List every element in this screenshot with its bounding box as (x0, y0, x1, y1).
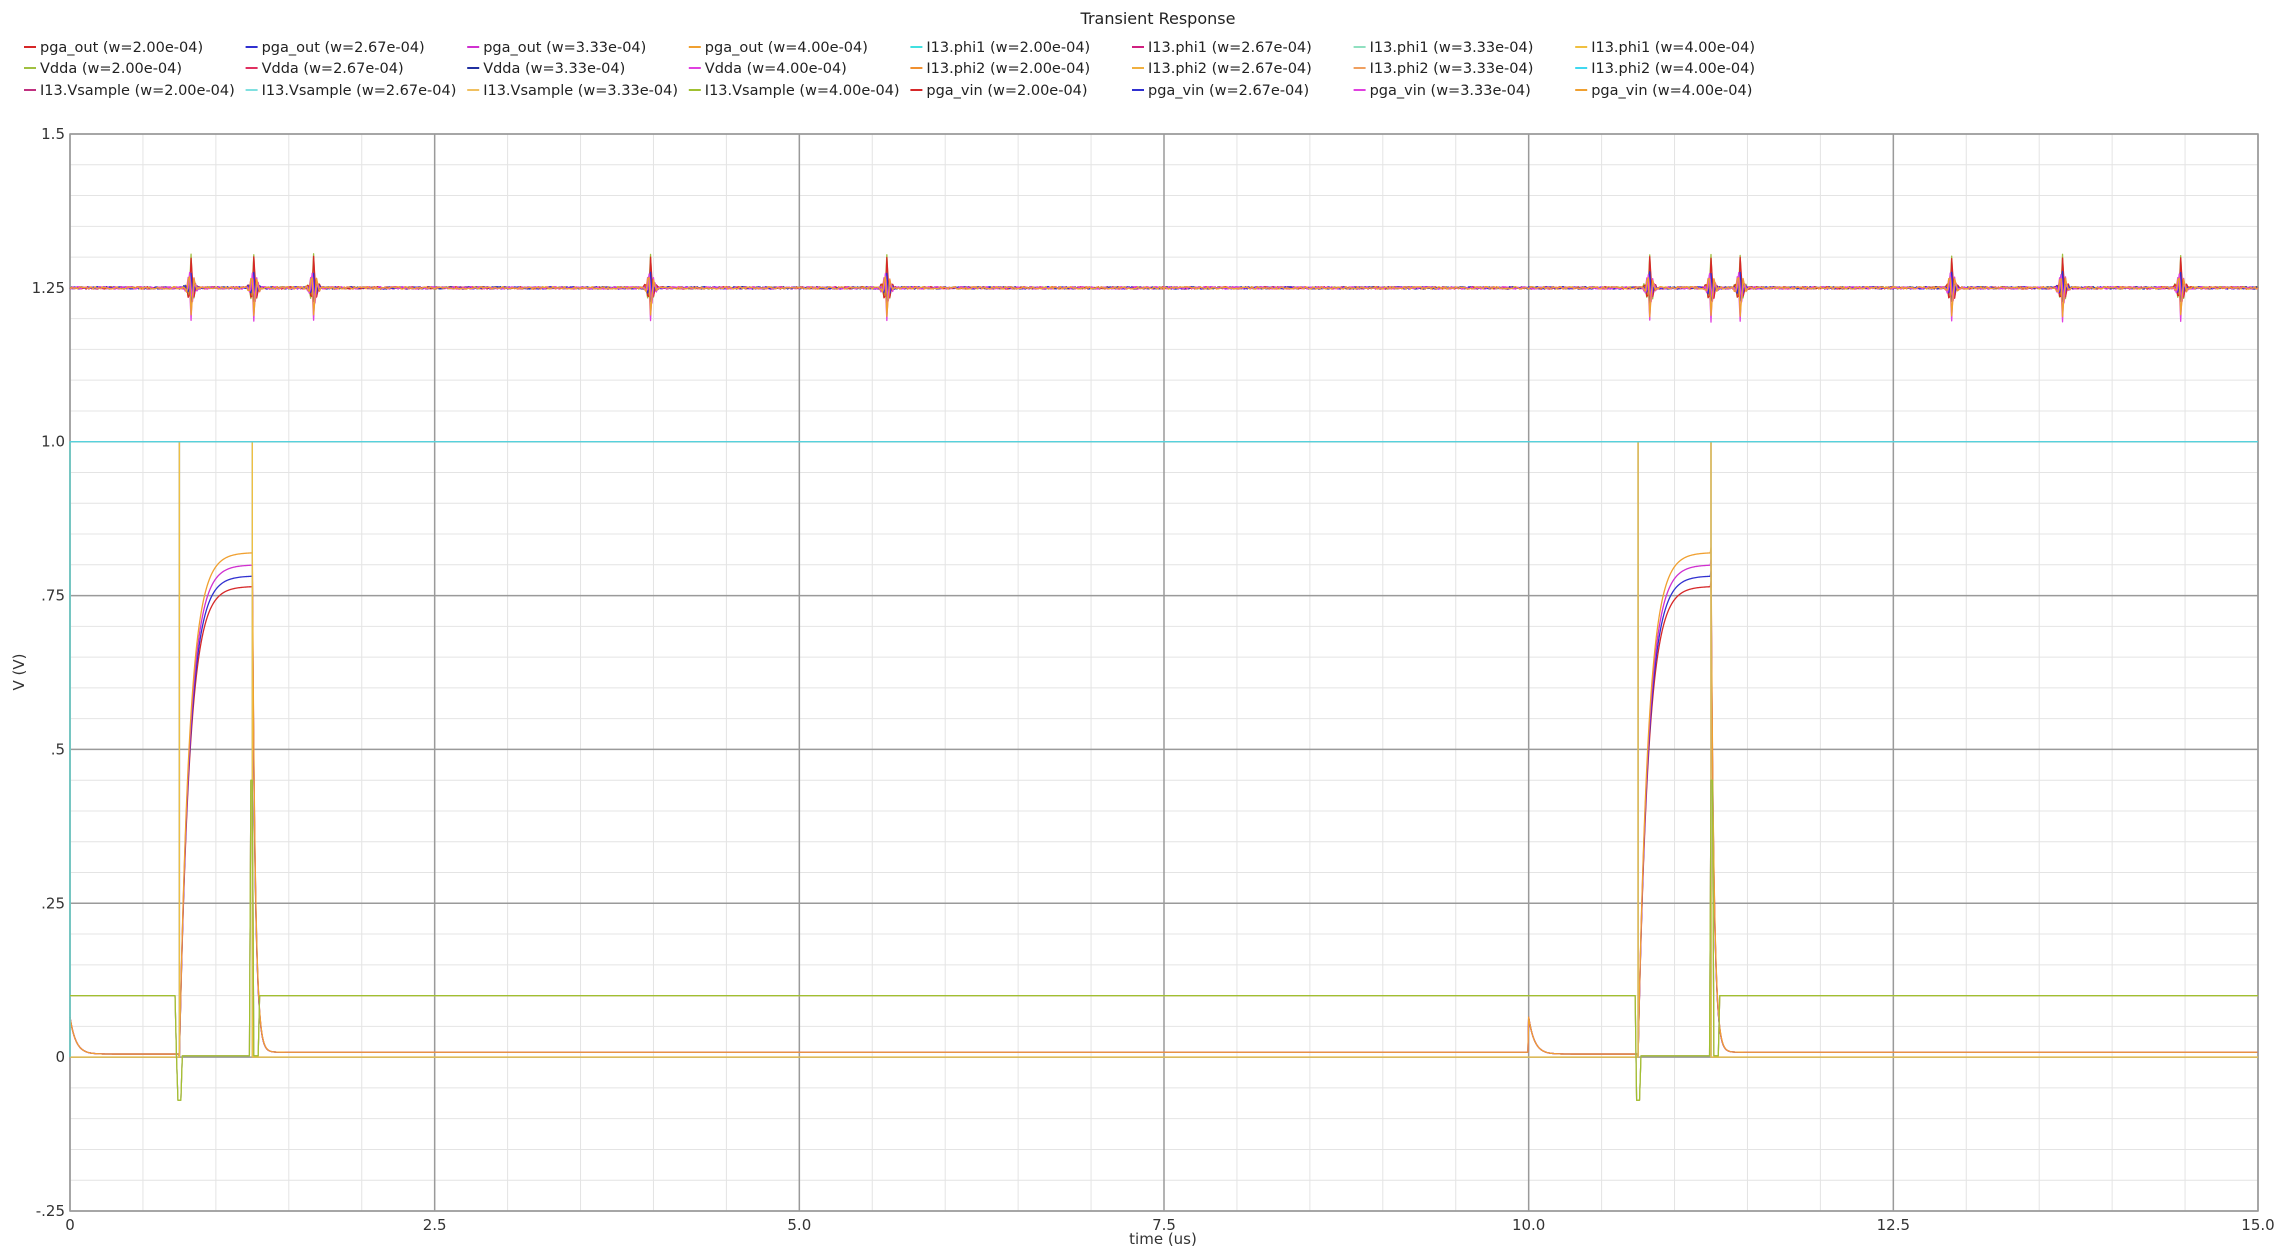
x-axis-title: time (us) (1129, 1230, 1197, 1248)
legend-entry: Vdda (w=2.00e-04) (40, 61, 182, 77)
y-tick-label: .5 (51, 740, 65, 758)
legend-entry: I13.phi1 (w=2.00e-04) (926, 40, 1090, 56)
legend-entry: Vdda (w=3.33e-04) (483, 61, 625, 77)
legend-entry: I13.phi2 (w=3.33e-04) (1370, 61, 1534, 77)
x-tick-label: 12.5 (1877, 1216, 1910, 1234)
legend-entry: Vdda (w=2.67e-04) (262, 61, 404, 77)
legend-entry: I13.phi2 (w=2.67e-04) (1148, 61, 1312, 77)
legend-entry: I13.Vsample (w=2.00e-04) (40, 83, 235, 99)
y-tick-label: -.25 (36, 1202, 65, 1220)
legend-entry: I13.phi1 (w=4.00e-04) (1591, 40, 1755, 56)
legend-entry: I13.Vsample (w=3.33e-04) (483, 83, 678, 99)
legend-entry: I13.phi2 (w=2.00e-04) (926, 61, 1090, 77)
x-tick-label: 15.0 (2241, 1216, 2274, 1234)
legend-entry: pga_vin (w=2.67e-04) (1148, 83, 1309, 99)
legend-entry: pga_vin (w=3.33e-04) (1370, 83, 1531, 99)
y-axis-title: V (V) (10, 654, 28, 691)
y-tick-label: .25 (41, 894, 65, 912)
x-tick-label: 0 (65, 1216, 75, 1234)
legend-entry: I13.phi1 (w=3.33e-04) (1370, 40, 1534, 56)
y-tick-label: 1.25 (32, 279, 65, 297)
y-tick-label: 0 (55, 1048, 65, 1066)
legend-entry: pga_out (w=2.00e-04) (40, 40, 203, 56)
legend-entry: pga_out (w=2.67e-04) (262, 40, 425, 56)
chart-title: Transient Response (1080, 9, 1236, 28)
x-tick-label: 10.0 (1512, 1216, 1545, 1234)
x-tick-label: 5.0 (787, 1216, 811, 1234)
legend-entry: pga_out (w=3.33e-04) (483, 40, 646, 56)
legend-entry: I13.Vsample (w=4.00e-04) (705, 83, 900, 99)
legend-entry: pga_vin (w=4.00e-04) (1591, 83, 1752, 99)
legend-entry: I13.Vsample (w=2.67e-04) (262, 83, 457, 99)
legend-entry: pga_vin (w=2.00e-04) (926, 83, 1087, 99)
legend-entry: I13.phi1 (w=2.67e-04) (1148, 40, 1312, 56)
legend-entry: Vdda (w=4.00e-04) (705, 61, 847, 77)
legend-entry: pga_out (w=4.00e-04) (705, 40, 868, 56)
y-tick-label: 1.0 (41, 433, 65, 451)
y-tick-label: 1.5 (41, 125, 65, 143)
y-tick-label: .75 (41, 587, 65, 605)
legend-entry: I13.phi2 (w=4.00e-04) (1591, 61, 1755, 77)
x-tick-label: 2.5 (423, 1216, 447, 1234)
